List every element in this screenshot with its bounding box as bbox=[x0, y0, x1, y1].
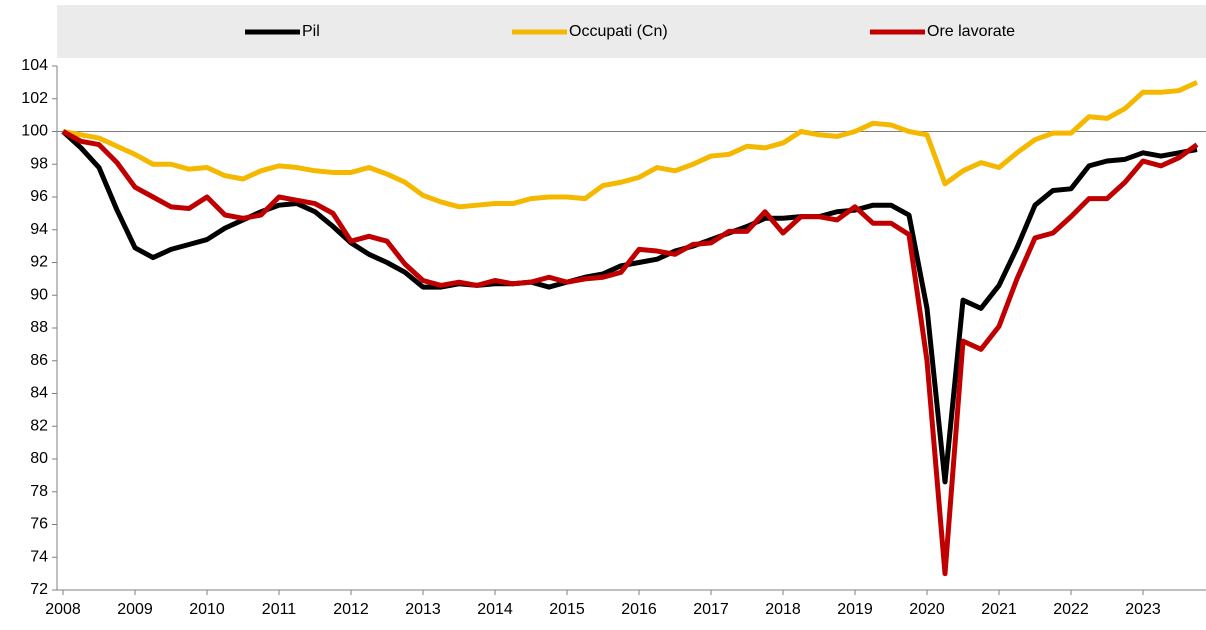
series-line bbox=[61, 129, 1198, 485]
y-tick-label: 86 bbox=[30, 352, 48, 369]
x-tick-label: 2021 bbox=[981, 601, 1017, 618]
y-tick-label: 76 bbox=[30, 516, 48, 533]
x-tick-label: 2009 bbox=[117, 601, 153, 618]
legend-label: Occupati (Cn) bbox=[569, 23, 668, 40]
y-tick-label: 84 bbox=[30, 385, 48, 402]
x-tick-label: 2015 bbox=[549, 601, 585, 618]
y-tick-label: 96 bbox=[30, 188, 48, 205]
x-tick-label: 2017 bbox=[693, 601, 729, 618]
y-tick-label: 94 bbox=[30, 221, 48, 238]
x-tick-label: 2018 bbox=[765, 601, 801, 618]
y-tick-label: 82 bbox=[30, 417, 48, 434]
x-tick-label: 2022 bbox=[1053, 601, 1089, 618]
x-tick-label: 2014 bbox=[477, 601, 513, 618]
x-tick-label: 2011 bbox=[262, 601, 297, 618]
x-tick-label: 2023 bbox=[1125, 601, 1161, 618]
series-line bbox=[61, 129, 1199, 577]
y-tick-label: 92 bbox=[30, 254, 48, 271]
y-tick-label: 78 bbox=[30, 483, 48, 500]
y-tick-label: 102 bbox=[21, 90, 48, 107]
series-line bbox=[62, 80, 1199, 210]
x-tick-label: 2010 bbox=[189, 601, 225, 618]
y-tick-label: 74 bbox=[30, 548, 48, 565]
legend-label: Pil bbox=[302, 23, 320, 40]
y-tick-label: 104 bbox=[21, 57, 48, 74]
y-tick-label: 88 bbox=[30, 319, 48, 336]
y-tick-label: 98 bbox=[30, 155, 48, 172]
x-tick-label: 2019 bbox=[837, 601, 873, 618]
x-tick-label: 2008 bbox=[45, 601, 81, 618]
x-tick-label: 2012 bbox=[333, 601, 369, 618]
legend-label: Ore lavorate bbox=[927, 23, 1015, 40]
x-tick-label: 2016 bbox=[621, 601, 657, 618]
y-tick-label: 90 bbox=[30, 286, 48, 303]
y-tick-label: 80 bbox=[30, 450, 48, 467]
x-tick-label: 2020 bbox=[909, 601, 945, 618]
y-tick-label: 72 bbox=[30, 581, 48, 598]
x-tick-label: 2013 bbox=[405, 601, 441, 618]
y-tick-label: 100 bbox=[21, 123, 48, 140]
